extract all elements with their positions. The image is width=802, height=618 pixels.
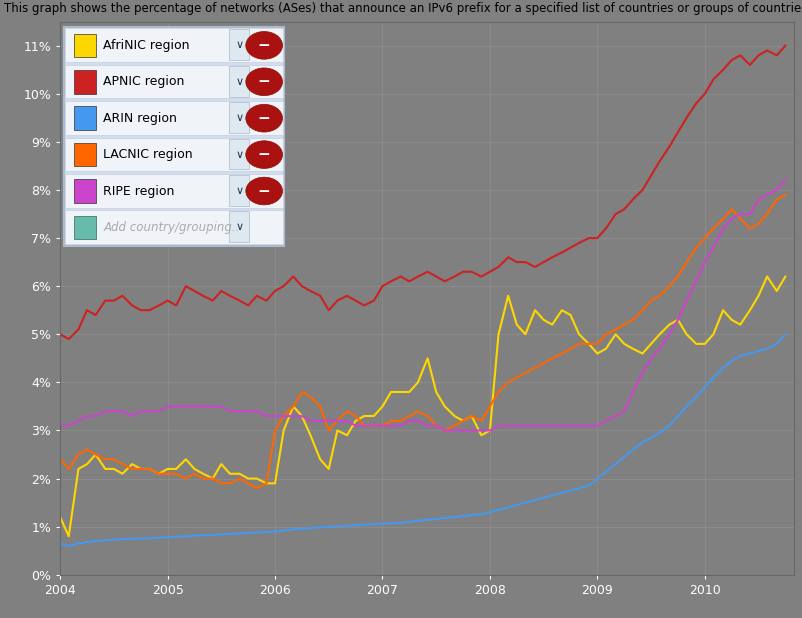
- Circle shape: [245, 177, 282, 205]
- Circle shape: [245, 68, 282, 96]
- Text: RIPE region: RIPE region: [103, 185, 175, 198]
- Bar: [74, 216, 96, 239]
- Text: ∨: ∨: [235, 150, 243, 159]
- Bar: [74, 106, 96, 130]
- Circle shape: [245, 32, 282, 59]
- Bar: [229, 102, 249, 133]
- Bar: [65, 101, 282, 135]
- Circle shape: [245, 104, 282, 132]
- Text: −: −: [257, 74, 270, 89]
- Text: ∨: ∨: [235, 222, 243, 232]
- Circle shape: [245, 141, 282, 169]
- FancyBboxPatch shape: [64, 27, 284, 245]
- Bar: [229, 138, 249, 169]
- Bar: [229, 66, 249, 96]
- Text: LACNIC region: LACNIC region: [103, 148, 193, 161]
- Text: ∨: ∨: [235, 77, 243, 87]
- Text: −: −: [257, 38, 270, 53]
- Text: −: −: [257, 184, 270, 198]
- Text: This graph shows the percentage of networks (ASes) that announce an IPv6 prefix : This graph shows the percentage of netwo…: [4, 2, 802, 15]
- Bar: [229, 30, 249, 61]
- Text: −: −: [257, 147, 270, 162]
- Text: Add country/grouping..: Add country/grouping..: [103, 221, 240, 234]
- Bar: [74, 33, 96, 57]
- Bar: [65, 65, 282, 98]
- Text: −: −: [257, 111, 270, 125]
- Bar: [74, 143, 96, 166]
- Bar: [65, 28, 282, 62]
- Bar: [65, 174, 282, 208]
- Text: ARIN region: ARIN region: [103, 112, 177, 125]
- Text: APNIC region: APNIC region: [103, 75, 184, 88]
- Bar: [229, 175, 249, 206]
- Bar: [65, 138, 282, 171]
- Bar: [74, 179, 96, 203]
- Text: AfriNIC region: AfriNIC region: [103, 39, 190, 52]
- Bar: [229, 211, 249, 242]
- Bar: [65, 210, 282, 244]
- Text: ∨: ∨: [235, 40, 243, 51]
- Text: ∨: ∨: [235, 113, 243, 123]
- Bar: [74, 70, 96, 93]
- Text: ∨: ∨: [235, 186, 243, 196]
